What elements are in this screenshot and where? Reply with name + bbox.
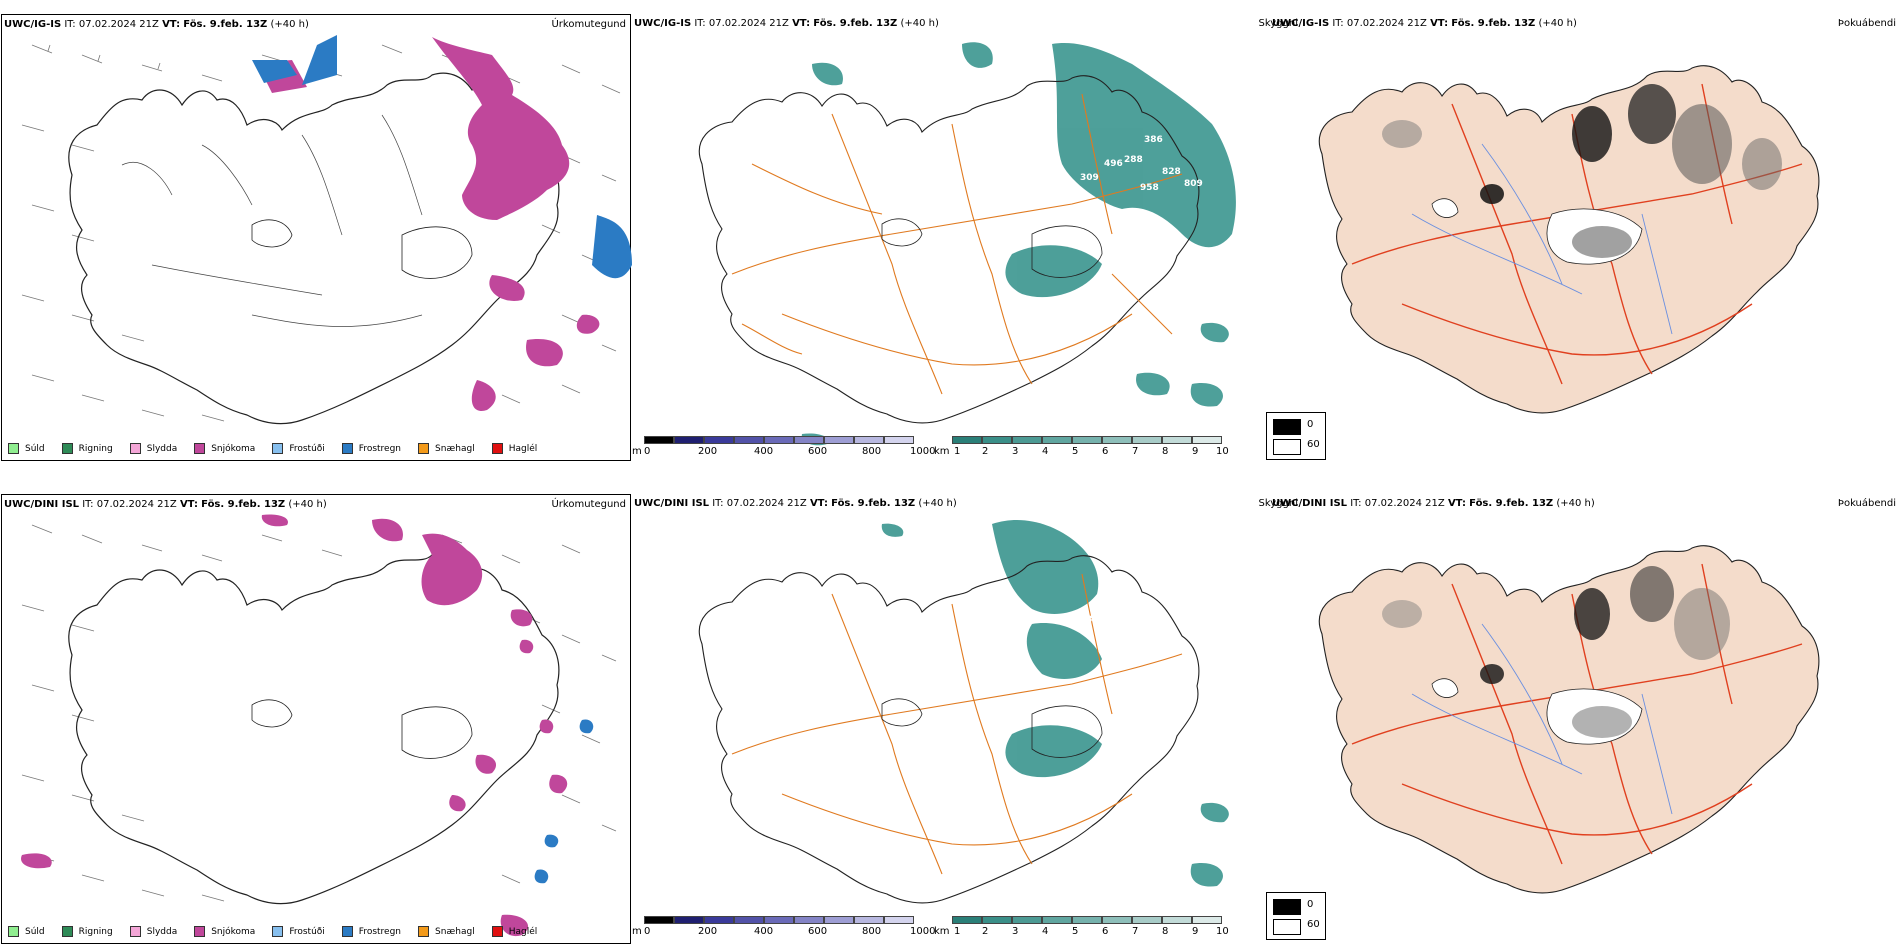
legend-item: Súld (8, 926, 45, 937)
visibility-label: 958 (1140, 183, 1159, 193)
panel-title-fog-index: Þokuábendi (1837, 498, 1896, 509)
snow-areas (257, 37, 600, 411)
visibility-label: 48 (1060, 337, 1073, 347)
row2-visibility-header: UWC/DINI ISL IT: 07.02.2024 21Z VT: Fös.… (634, 498, 957, 509)
iceland-wind-barb-map (21, 514, 617, 937)
legend-item: Snjókoma (194, 443, 255, 454)
panel-title-visibility: Skyggni (1258, 498, 1298, 509)
precip-type-legend: Súld Rigning Slydda Snjókoma Frostúði Fr… (8, 926, 554, 937)
panel-title-precip-type: Úrkomutegund (551, 499, 626, 510)
iceland-wind-barb-map (21, 35, 632, 425)
colorbar-unit: m (632, 926, 642, 937)
visibility-panel-row1: 386 496 288 828 809 958 309 286 48 UWC/I… (632, 14, 1298, 461)
visibility-value-labels: 639 252 8 (944, 615, 1099, 827)
legend-item: Frostúði (272, 443, 325, 454)
visibility-label: 828 (1162, 167, 1181, 177)
fog-index-panel-row2: UWC/DINI ISL IT: 07.02.2024 21Z VT: Fös.… (1262, 494, 1898, 914)
legend-item: Slydda (129, 443, 177, 454)
row2-fog-header: UWC/DINI ISL IT: 07.02.2024 21Z VT: Fös.… (1272, 498, 1595, 509)
panel-title-precip-type: Úrkomutegund (551, 19, 626, 30)
fog-index-shading (1382, 84, 1782, 265)
low-visibility-areas (801, 42, 1236, 446)
precip-type-panel-row1: UWC/IG-IS IT: 07.02.2024 21Z VT: Fös. 9.… (1, 14, 632, 461)
iceland-fog-index-map (1318, 65, 1820, 414)
precip-type-panel-row2: UWC/DINI ISL IT: 07.02.2024 21Z VT: Fös.… (1, 494, 631, 944)
visibility-label: 288 (1124, 155, 1143, 165)
iceland-coastline (698, 75, 1200, 424)
row1-visibility-header: UWC/IG-IS IT: 07.02.2024 21Z VT: Fös. 9.… (634, 18, 939, 29)
iceland-fog-index-map (1318, 545, 1820, 894)
legend-item: Haglél (491, 926, 537, 937)
visibility-colorbar-row2: km 1 2 3 4 5 6 7 8 9 10 (934, 916, 1260, 940)
low-visibility-areas (881, 519, 1229, 887)
legend-item: Haglél (491, 443, 537, 454)
visibility-label: 8 (1062, 817, 1068, 827)
terrain-height-colorbar-row1: m 0 200 400 600 800 1000 (632, 436, 937, 460)
terrain-height-colorbar-row2: m 0 200 400 600 800 1000 (632, 916, 937, 940)
iceland-coastline (68, 72, 560, 425)
visibility-label: 309 (1080, 173, 1099, 183)
legend-item: Rigning (61, 443, 113, 454)
fog-key-row2: 0 60 (1266, 892, 1326, 940)
row2-header: UWC/DINI ISL IT: 07.02.2024 21Z VT: Fös.… (4, 499, 327, 510)
visibility-panel-row2: 639 252 8 UWC/DINI ISL IT: 07.02.2024 21… (632, 494, 1298, 924)
iceland-visibility-map: 639 252 8 (698, 519, 1229, 904)
snow-areas (21, 514, 568, 937)
road-network (731, 573, 1183, 875)
precip-type-legend: Súld Rigning Slydda Snjókoma Frostúði Fr… (8, 443, 554, 454)
visibility-label: 386 (1144, 135, 1163, 145)
legend-item: Rigning (61, 926, 113, 937)
row1-fog-header: UWC/IG-IS IT: 07.02.2024 21Z VT: Fös. 9.… (1272, 18, 1577, 29)
river-network (1411, 623, 1673, 815)
freezing-rain-areas (534, 719, 594, 884)
visibility-label: 496 (1104, 159, 1123, 169)
iceland-coastline (68, 552, 560, 905)
legend-item: Frostregn (341, 443, 401, 454)
visibility-colorbar-row1: km 1 2 3 4 5 6 7 8 9 10 (934, 436, 1260, 460)
panel-title-visibility: Skyggni (1258, 18, 1298, 29)
legend-item: Frostúði (272, 926, 325, 937)
colorbar-unit: km (934, 926, 950, 937)
row1-header: UWC/IG-IS IT: 07.02.2024 21Z VT: Fös. 9.… (4, 19, 309, 30)
freezing-rain-areas (252, 35, 632, 279)
legend-item: Slydda (129, 926, 177, 937)
legend-item: Snjókoma (194, 926, 255, 937)
fog-index-shading (1382, 566, 1730, 745)
visibility-label: 809 (1184, 179, 1203, 189)
iceland-visibility-map: 386 496 288 828 809 958 309 286 48 (698, 42, 1236, 446)
river-network (1411, 143, 1673, 335)
fog-index-panel-row1: UWC/IG-IS IT: 07.02.2024 21Z VT: Fös. 9.… (1262, 14, 1898, 454)
visibility-label: 286 (946, 247, 965, 257)
legend-item: Frostregn (341, 926, 401, 937)
colorbar-unit: km (934, 446, 950, 457)
road-network (731, 93, 1183, 395)
legend-item: Snæhagl (418, 926, 475, 937)
iceland-coastline (698, 555, 1200, 904)
visibility-label: 639 (1080, 615, 1099, 625)
visibility-label: 252 (944, 727, 963, 737)
colorbar-unit: m (632, 446, 642, 457)
fog-key-row1: 0 60 (1266, 412, 1326, 460)
panel-title-fog-index: Þokuábendi (1837, 18, 1896, 29)
legend-item: Snæhagl (418, 443, 475, 454)
legend-item: Súld (8, 443, 45, 454)
visibility-value-labels: 386 496 288 828 809 958 309 286 48 (946, 135, 1203, 347)
